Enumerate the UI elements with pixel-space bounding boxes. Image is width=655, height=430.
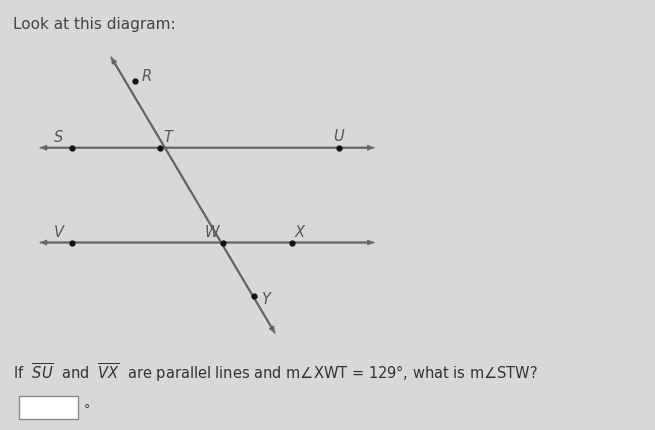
Text: Y: Y [261, 292, 270, 306]
Text: If  $\overline{SU}$  and  $\overline{VX}$  are parallel lines and m∠XWT = 129°, : If $\overline{SU}$ and $\overline{VX}$ a… [12, 361, 537, 383]
Text: Look at this diagram:: Look at this diagram: [12, 17, 175, 32]
FancyBboxPatch shape [19, 396, 79, 419]
Text: T: T [163, 130, 172, 145]
Text: °: ° [83, 402, 90, 415]
Text: X: X [294, 225, 305, 240]
Text: S: S [54, 130, 63, 145]
Text: U: U [333, 129, 345, 144]
Text: W: W [204, 225, 219, 240]
Text: R: R [141, 69, 151, 84]
Text: V: V [53, 225, 64, 240]
